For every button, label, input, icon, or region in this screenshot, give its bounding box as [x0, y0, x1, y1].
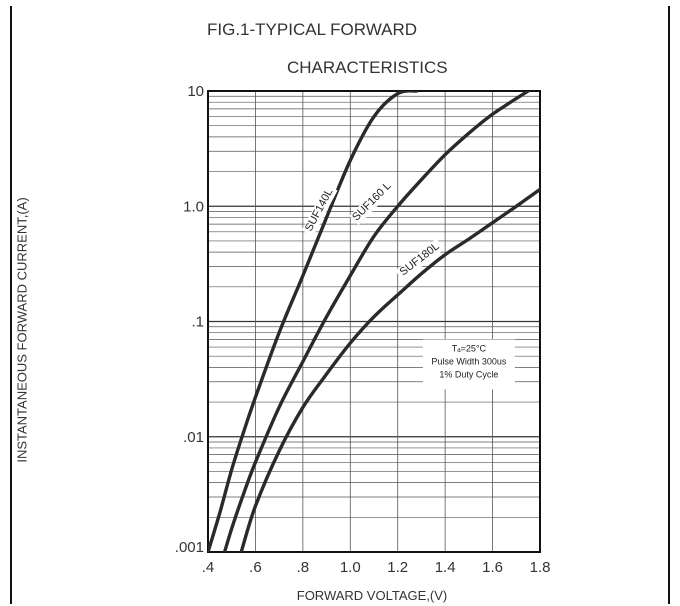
- plot-border: [207, 90, 541, 553]
- conditions-text: 1% Duty Cycle: [439, 369, 498, 379]
- y-tick-label: .01: [183, 429, 204, 446]
- x-axis-label: FORWARD VOLTAGE,(V): [296, 588, 448, 603]
- y-tick-label: .001: [175, 539, 204, 556]
- x-tick-label: 1.4: [435, 559, 456, 576]
- series-line-2: [222, 91, 530, 552]
- y-tick-label: 10: [187, 83, 204, 100]
- conditions-text: Tₐ=25°C: [452, 343, 487, 353]
- series-line-3: [239, 187, 540, 552]
- chart-title: FIG.1-TYPICAL FORWARD: [207, 20, 418, 39]
- x-tick-label: 1.0: [340, 559, 361, 576]
- conditions-box: [422, 339, 515, 390]
- x-tick-label: .8: [297, 559, 310, 576]
- y-tick-label: .1: [191, 314, 204, 331]
- y-tick-label: 1.0: [183, 198, 204, 215]
- x-tick-label: 1.2: [387, 559, 408, 576]
- figure-frame: [10, 6, 670, 604]
- x-tick-label: 1.8: [530, 559, 551, 576]
- series-line-1: [208, 91, 419, 552]
- chart-subtitle: CHARACTERISTICS: [287, 58, 448, 77]
- x-tick-label: .6: [249, 559, 262, 576]
- conditions-text: Pulse Width 300us: [431, 356, 507, 366]
- x-tick-label: 1.6: [482, 559, 503, 576]
- x-tick-label: .4: [202, 559, 215, 576]
